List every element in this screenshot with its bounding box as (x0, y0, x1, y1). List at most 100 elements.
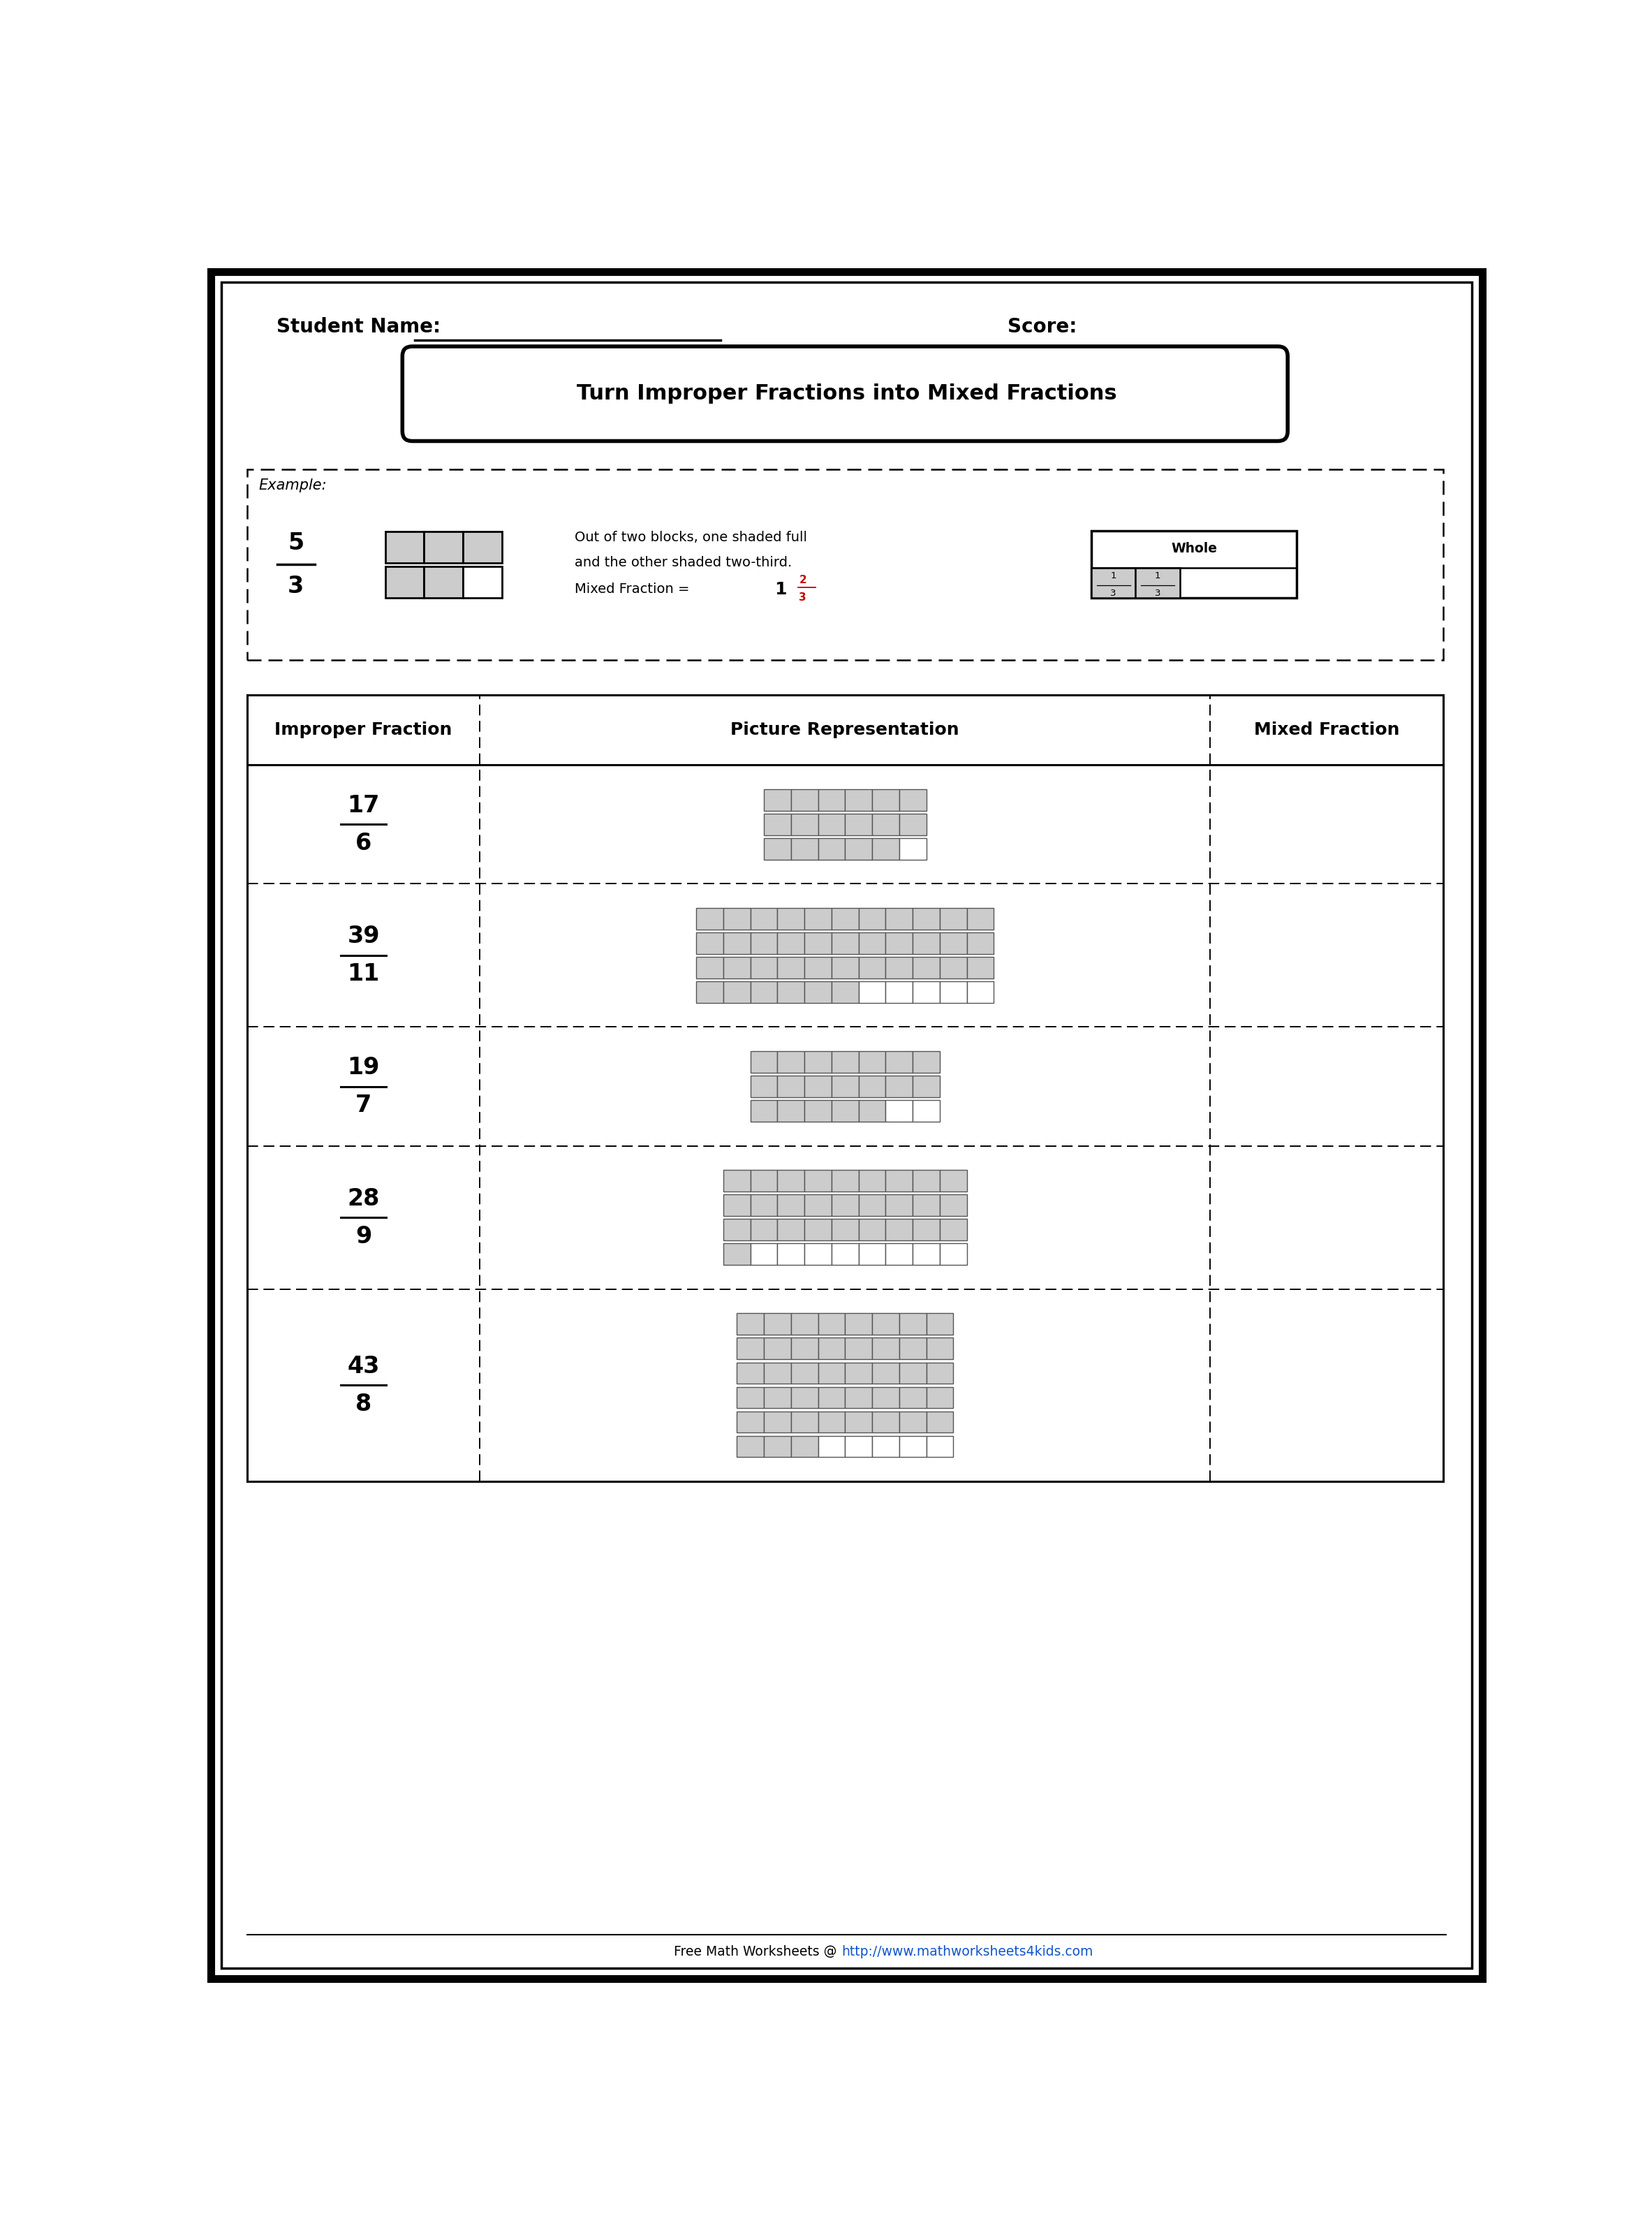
Bar (805, 907, 831, 929)
Bar (791, 1386, 818, 1408)
Bar (940, 1219, 966, 1241)
Bar (872, 838, 899, 860)
Bar (724, 956, 750, 978)
Bar (831, 956, 859, 978)
Bar (927, 1435, 953, 1457)
Bar (818, 1361, 846, 1384)
Bar (846, 838, 872, 860)
Text: 28: 28 (347, 1188, 380, 1210)
Bar (885, 1219, 912, 1241)
Bar (248, 470, 1442, 659)
Bar (872, 1410, 899, 1433)
Bar (1092, 568, 1135, 597)
Bar (899, 813, 927, 836)
Bar (966, 980, 995, 1003)
Bar (778, 907, 805, 929)
Text: Example:: Example: (259, 479, 327, 492)
Bar (750, 1101, 778, 1121)
Bar (737, 1361, 763, 1384)
Bar (385, 532, 425, 564)
Bar (927, 1386, 953, 1408)
Bar (778, 1170, 805, 1192)
Text: Out of two blocks, one shaded full: Out of two blocks, one shaded full (575, 530, 806, 544)
Bar (737, 1435, 763, 1457)
Bar (912, 1170, 940, 1192)
Bar (831, 1219, 859, 1241)
Bar (912, 1219, 940, 1241)
Text: Score:: Score: (1008, 316, 1077, 336)
Bar (425, 566, 463, 597)
Bar (940, 907, 966, 929)
Bar (724, 1170, 750, 1192)
Bar (763, 1435, 791, 1457)
Bar (927, 1337, 953, 1359)
Text: 1: 1 (1155, 573, 1161, 582)
Bar (805, 1219, 831, 1241)
Text: 1: 1 (1110, 573, 1117, 582)
Bar (966, 931, 995, 954)
Bar (885, 1170, 912, 1192)
Bar (846, 1361, 872, 1384)
Bar (885, 1052, 912, 1072)
Text: Whole: Whole (1171, 541, 1218, 555)
Bar (695, 931, 724, 954)
Text: 39: 39 (347, 925, 380, 949)
Bar (831, 1170, 859, 1192)
Bar (763, 1410, 791, 1433)
Bar (805, 980, 831, 1003)
Bar (831, 980, 859, 1003)
Bar (872, 789, 899, 811)
Bar (724, 1243, 750, 1266)
Bar (805, 931, 831, 954)
Bar (846, 1312, 872, 1335)
Bar (899, 1386, 927, 1408)
Bar (899, 1337, 927, 1359)
Bar (763, 1337, 791, 1359)
Text: 7: 7 (355, 1094, 372, 1116)
Bar (818, 1337, 846, 1359)
Bar (737, 1386, 763, 1408)
Bar (763, 813, 791, 836)
Bar (778, 1101, 805, 1121)
Bar (927, 1361, 953, 1384)
Text: 9: 9 (355, 1225, 372, 1248)
Bar (912, 956, 940, 978)
Bar (872, 1361, 899, 1384)
Bar (940, 931, 966, 954)
Bar (463, 566, 502, 597)
Bar (750, 1052, 778, 1072)
Bar (750, 980, 778, 1003)
Bar (695, 980, 724, 1003)
Bar (831, 907, 859, 929)
Bar (831, 931, 859, 954)
Bar (791, 813, 818, 836)
Bar (724, 980, 750, 1003)
Bar (831, 1101, 859, 1121)
Text: Student Name:: Student Name: (278, 316, 441, 336)
Bar (778, 1243, 805, 1266)
Bar (1092, 530, 1297, 597)
Bar (805, 1194, 831, 1216)
Bar (940, 1170, 966, 1192)
FancyBboxPatch shape (403, 345, 1287, 441)
Bar (859, 956, 885, 978)
Bar (859, 907, 885, 929)
Bar (872, 1337, 899, 1359)
Text: 3: 3 (800, 593, 806, 604)
Bar (872, 813, 899, 836)
Text: 2: 2 (800, 575, 806, 586)
Bar (778, 980, 805, 1003)
Text: 17: 17 (347, 793, 380, 818)
Bar (885, 1101, 912, 1121)
Bar (912, 980, 940, 1003)
Bar (385, 566, 425, 597)
Bar (737, 1312, 763, 1335)
Text: 6: 6 (355, 831, 372, 856)
Text: 19: 19 (347, 1056, 380, 1078)
Bar (805, 1076, 831, 1096)
Text: Picture Representation: Picture Representation (730, 722, 960, 737)
Bar (805, 1170, 831, 1192)
Bar (966, 907, 995, 929)
Text: Improper Fraction: Improper Fraction (274, 722, 453, 737)
Bar (912, 1243, 940, 1266)
